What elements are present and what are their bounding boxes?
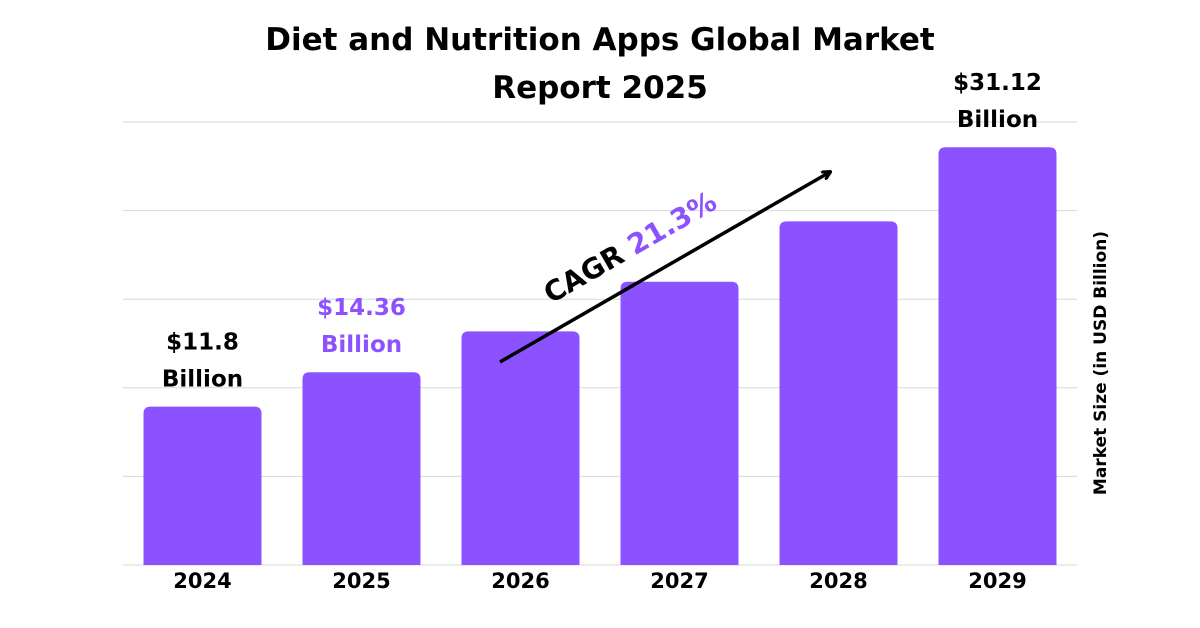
cagr-value: 21.3%: [622, 185, 723, 262]
bar-2024: [143, 406, 262, 565]
bars: [143, 147, 1057, 565]
gridlines: [123, 121, 1077, 566]
data-label-2029: $31.12 Billion: [953, 70, 1042, 133]
x-tick-2025: 2025: [332, 569, 390, 593]
x-tick-2024: 2024: [173, 569, 231, 593]
bar-2029: [938, 147, 1057, 565]
x-tick-2029: 2029: [968, 569, 1026, 593]
growth-arrow: [499, 172, 830, 364]
chart-title-line-2: Report 2025: [492, 70, 708, 106]
bar-2025: [302, 372, 421, 565]
chart-title-line-1: Diet and Nutrition Apps Global Market: [265, 22, 935, 58]
x-tick-2026: 2026: [491, 569, 549, 593]
y-axis-label: Market Size (in USD Billion): [1091, 231, 1111, 495]
bar-2028: [779, 221, 898, 565]
x-axis-ticks: 2024 2025 2026 2027 2028 2029: [173, 569, 1026, 593]
data-label-2024: $11.8 Billion: [162, 330, 243, 393]
x-tick-2027: 2027: [650, 569, 708, 593]
chart-title: Diet and Nutrition Apps Global Market Re…: [265, 22, 935, 106]
bar-2026: [461, 331, 580, 565]
data-labels: $11.8 Billion $14.36 Billion $31.12 Billion: [162, 70, 1042, 392]
bar-2027: [620, 281, 739, 565]
x-tick-2028: 2028: [809, 569, 867, 593]
data-label-2025: $14.36 Billion: [317, 295, 406, 358]
